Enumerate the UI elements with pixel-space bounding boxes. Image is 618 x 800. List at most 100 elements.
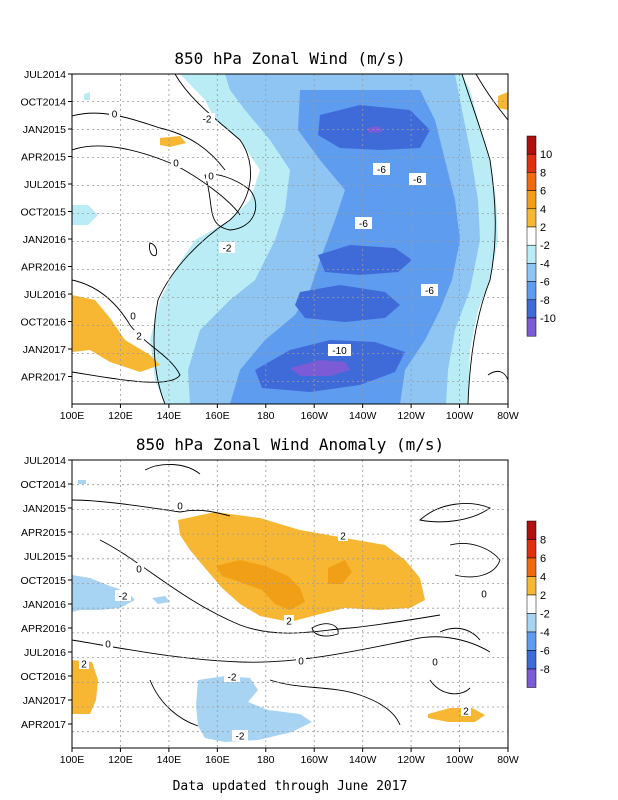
contour-label: 0: [112, 110, 118, 121]
x-tick-label: 100E: [60, 754, 85, 766]
contour-label: 0: [177, 502, 183, 513]
colorbar-label: -4: [540, 627, 550, 639]
colorbar-label: 8: [540, 535, 546, 547]
x-tick-label: 160W: [301, 410, 329, 422]
colorbar-label: -2: [540, 240, 550, 252]
y-tick-label: JAN2017: [23, 344, 66, 356]
bottom-y-axis: JUL2014 OCT2014 JAN2015 APR2015 JUL2015 OCT20…: [20, 455, 72, 731]
y-tick-label: JAN2015: [23, 124, 66, 136]
y-tick-label: APR2016: [21, 262, 66, 274]
colorbar-label: -2: [540, 609, 550, 621]
contour-label: -6: [377, 165, 386, 176]
contour-label: -6: [359, 219, 368, 230]
y-tick-label: JAN2015: [23, 503, 66, 515]
contour-label: 0: [105, 640, 111, 651]
x-tick-label: 140W: [349, 754, 377, 766]
contour-label: 0: [481, 590, 487, 601]
x-tick-label: 160W: [301, 754, 329, 766]
top-chart-title: 850 hPa Zonal Wind (m/s): [174, 49, 405, 68]
contour-label: -2: [203, 115, 212, 126]
x-tick-label: 140E: [157, 410, 182, 422]
contour-label: -6: [413, 175, 422, 186]
colorbar-label: -6: [540, 277, 550, 289]
footer-note: Data updated through June 2017: [173, 779, 408, 794]
y-tick-label: OCT2015: [20, 575, 66, 587]
colorbar-label: -8: [540, 664, 550, 676]
y-tick-label: JUL2015: [24, 551, 66, 563]
contour-label: 2: [463, 707, 469, 718]
colorbar-label: -4: [540, 258, 550, 270]
colorbar-label: 2: [540, 222, 546, 234]
top-fill-neg8b: [318, 245, 412, 275]
bottom-plot-fills: [72, 480, 485, 742]
colorbar-swatch: [526, 299, 537, 319]
y-tick-label: JUL2014: [24, 455, 66, 467]
colorbar-swatch: [526, 263, 537, 282]
top-plot-fills: [72, 74, 508, 404]
y-tick-label: OCT2014: [20, 97, 66, 109]
colorbar-swatch: [526, 317, 537, 337]
contour-label: 0: [298, 657, 304, 668]
colorbar-label: 4: [540, 204, 546, 216]
top-fill-neg10b: [367, 126, 382, 133]
colorbar-label: 6: [540, 186, 546, 198]
bottom-colorbar: 8 6 4 2 -2 -4 -6 -8: [526, 520, 550, 688]
colorbar-swatch: [526, 594, 537, 614]
colorbar-label: -8: [540, 295, 550, 307]
contour-label: 2: [136, 332, 142, 343]
y-tick-label: APR2015: [21, 527, 66, 539]
colorbar-swatch: [526, 576, 537, 596]
colorbar-swatch: [526, 281, 537, 301]
colorbar-swatch: [526, 190, 537, 210]
top-fill-neg10: [290, 360, 350, 376]
contour-label: 2: [81, 660, 87, 671]
bot-fill-neg2-small2: [78, 480, 86, 484]
top-fill-pos2-small: [160, 136, 186, 147]
colorbar-swatch: [526, 135, 537, 155]
x-tick-label: 120W: [397, 754, 425, 766]
contour-label: 0: [136, 565, 142, 576]
bot-fill-neg2-west: [72, 575, 135, 612]
top-fill-neg2-tiny: [84, 92, 90, 100]
x-tick-label: 120E: [108, 410, 133, 422]
contour-label: -2: [236, 732, 245, 743]
bot-fill-pos4a: [216, 560, 305, 610]
colorbar-swatch: [526, 208, 537, 228]
x-tick-label: 80W: [497, 410, 519, 422]
bot-fill-pos4b: [328, 560, 352, 584]
colorbar-label: 10: [540, 149, 552, 161]
contour-label: -6: [425, 286, 434, 297]
x-tick-label: 140E: [157, 754, 182, 766]
bot-fill-pos2-main: [178, 512, 425, 622]
colorbar-label: -10: [540, 313, 556, 325]
top-fill-pos2-west: [72, 295, 160, 372]
y-tick-label: APR2017: [21, 719, 66, 731]
bottom-x-axis: 100E 120E 140E 160E 180 160W 140W 120W 100W 80W: [60, 748, 519, 766]
colorbar-label: 4: [540, 572, 546, 584]
colorbar-label: 6: [540, 553, 546, 565]
top-contour-labels: 0 -2 0 0 -2 -6 -6 -6 -6 0 2 -10: [109, 108, 438, 357]
colorbar-swatch: [526, 244, 537, 264]
y-tick-label: JAN2017: [23, 695, 66, 707]
bot-fill-neg2-central: [196, 676, 312, 742]
x-tick-label: 120W: [397, 410, 425, 422]
colorbar-label: 2: [540, 590, 546, 602]
colorbar-swatch: [526, 631, 537, 651]
contour-label: -2: [223, 244, 232, 255]
contour-label: 0: [173, 159, 179, 170]
colorbar-swatch: [526, 172, 537, 191]
colorbar-swatch: [526, 613, 537, 633]
x-tick-label: 160E: [205, 754, 230, 766]
x-tick-label: 100W: [446, 754, 474, 766]
colorbar-swatch: [526, 226, 537, 246]
x-tick-label: 100W: [446, 410, 474, 422]
contour-label: 0: [208, 172, 214, 183]
bottom-chart-title: 850 hPa Zonal Wind Anomaly (m/s): [136, 435, 444, 454]
top-y-axis: JUL2014 OCT2014 JAN2015 APR2015 JUL2015 OCT20…: [20, 69, 72, 384]
y-tick-label: OCT2015: [20, 207, 66, 219]
x-tick-label: 180: [257, 754, 275, 766]
y-tick-label: JUL2014: [24, 69, 66, 81]
colorbar-swatch: [526, 539, 537, 559]
colorbar-swatch: [526, 668, 537, 688]
x-tick-label: 140W: [349, 410, 377, 422]
